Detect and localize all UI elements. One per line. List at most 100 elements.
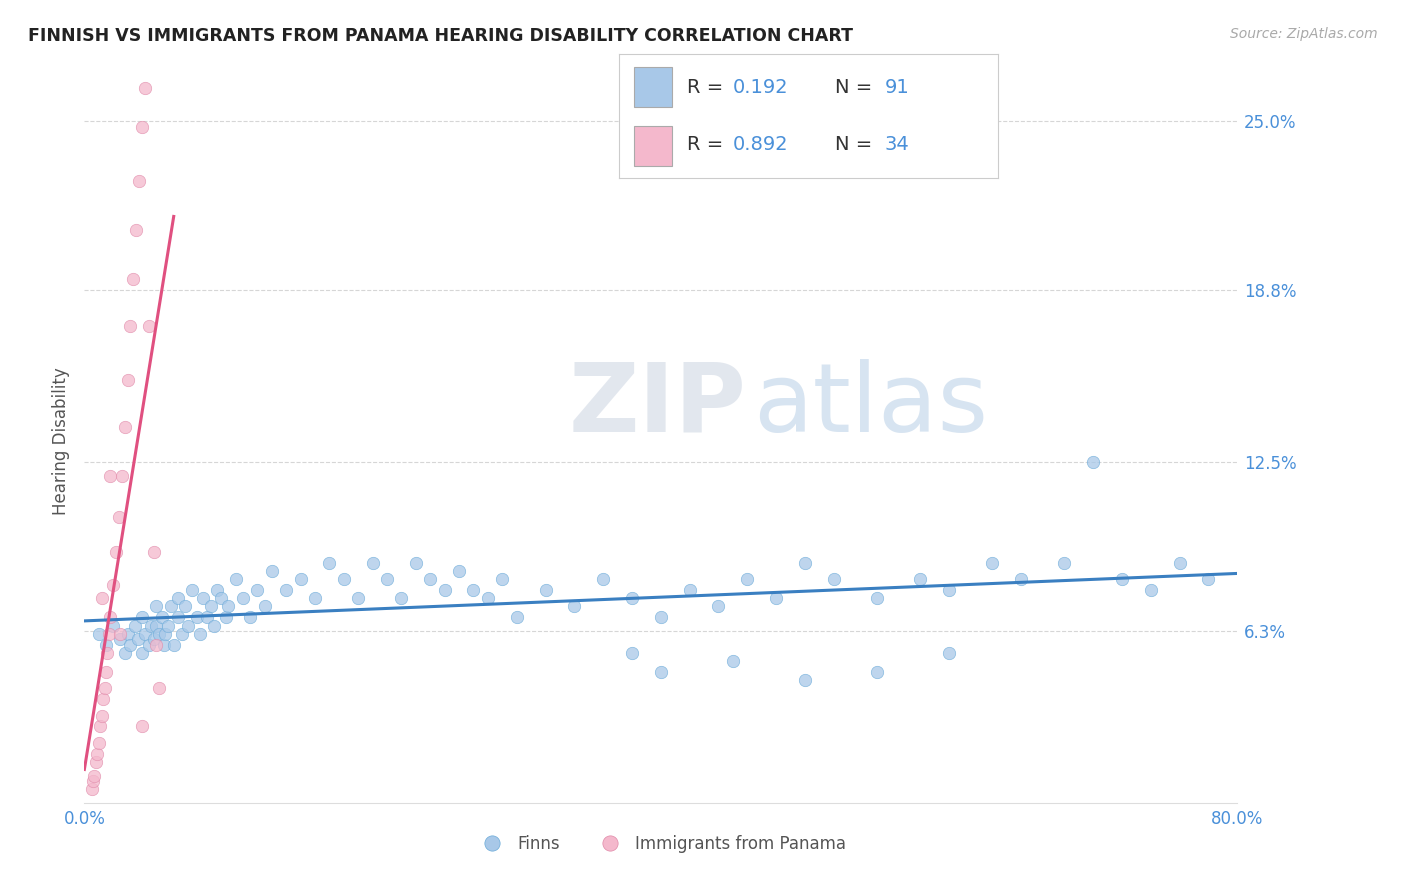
Point (205, 583, 228, 598)
Point (186, 610, 208, 624)
Point (391, 591, 413, 606)
Text: 34: 34 (884, 136, 910, 154)
Point (98, 468, 121, 483)
Point (534, 583, 557, 598)
Point (139, 618, 162, 632)
Point (361, 556, 384, 570)
Point (195, 610, 218, 624)
Point (181, 583, 204, 598)
Point (142, 545, 165, 559)
Point (477, 591, 499, 606)
Point (94, 638, 117, 652)
Legend: Finns, Immigrants from Panama: Finns, Immigrants from Panama (470, 828, 852, 860)
Text: 0.892: 0.892 (733, 136, 789, 154)
Point (938, 583, 960, 598)
Point (82, 774, 104, 789)
Y-axis label: Hearing Disability: Hearing Disability (52, 368, 70, 516)
Point (405, 556, 427, 570)
Point (765, 591, 787, 606)
Text: 91: 91 (884, 78, 910, 96)
Point (433, 583, 456, 598)
Point (1168, 556, 1191, 570)
Point (117, 373, 139, 387)
Point (131, 646, 153, 660)
Point (160, 599, 183, 614)
Point (214, 610, 236, 624)
Point (131, 120, 153, 134)
Point (120, 318, 142, 333)
Point (491, 572, 513, 586)
Point (87, 736, 110, 750)
Point (90, 591, 112, 606)
Point (318, 556, 340, 570)
Point (163, 638, 186, 652)
Point (564, 599, 586, 614)
Point (111, 468, 134, 483)
Point (105, 545, 128, 559)
Point (156, 618, 179, 632)
Point (866, 591, 889, 606)
Point (737, 572, 759, 586)
Point (117, 626, 139, 640)
Point (866, 665, 889, 679)
Point (90, 708, 112, 723)
Point (239, 610, 262, 624)
Point (134, 626, 156, 640)
Text: atlas: atlas (754, 359, 988, 452)
Text: ZIP: ZIP (568, 359, 747, 452)
Point (93, 681, 115, 696)
Point (91, 692, 114, 706)
Point (253, 599, 276, 614)
Point (145, 638, 167, 652)
Point (128, 174, 150, 188)
Point (260, 564, 283, 578)
Point (1198, 572, 1220, 586)
Point (87, 626, 110, 640)
Point (108, 509, 131, 524)
Point (375, 572, 398, 586)
Text: N =: N = (835, 78, 879, 96)
Point (167, 591, 190, 606)
Point (650, 610, 672, 624)
Point (131, 719, 153, 733)
FancyBboxPatch shape (634, 67, 672, 107)
Point (103, 618, 124, 632)
Point (191, 591, 214, 606)
Point (167, 610, 190, 624)
Point (134, 81, 156, 95)
Point (621, 646, 644, 660)
Point (419, 572, 441, 586)
Point (304, 591, 326, 606)
Point (276, 583, 298, 598)
Point (650, 665, 672, 679)
Point (347, 591, 370, 606)
Point (1053, 556, 1076, 570)
Point (1010, 572, 1032, 586)
Point (89, 719, 111, 733)
Point (232, 591, 254, 606)
Point (97, 626, 120, 640)
Point (114, 646, 136, 660)
Text: N =: N = (835, 136, 879, 154)
Text: 0.192: 0.192 (733, 78, 789, 96)
Text: FINNISH VS IMMIGRANTS FROM PANAMA HEARING DISABILITY CORRELATION CHART: FINNISH VS IMMIGRANTS FROM PANAMA HEARIN… (28, 27, 853, 45)
Point (188, 626, 211, 640)
Point (122, 272, 145, 286)
Point (96, 646, 118, 660)
Point (174, 599, 197, 614)
Point (721, 654, 744, 668)
Point (1083, 455, 1105, 469)
Point (209, 591, 232, 606)
Point (202, 618, 225, 632)
Point (823, 572, 845, 586)
Point (153, 626, 176, 640)
Point (679, 583, 702, 598)
Point (138, 318, 160, 333)
Point (94, 665, 117, 679)
Point (506, 610, 529, 624)
Point (707, 599, 730, 614)
FancyBboxPatch shape (634, 126, 672, 166)
Point (177, 618, 200, 632)
Point (80, 782, 103, 797)
Point (225, 572, 247, 586)
